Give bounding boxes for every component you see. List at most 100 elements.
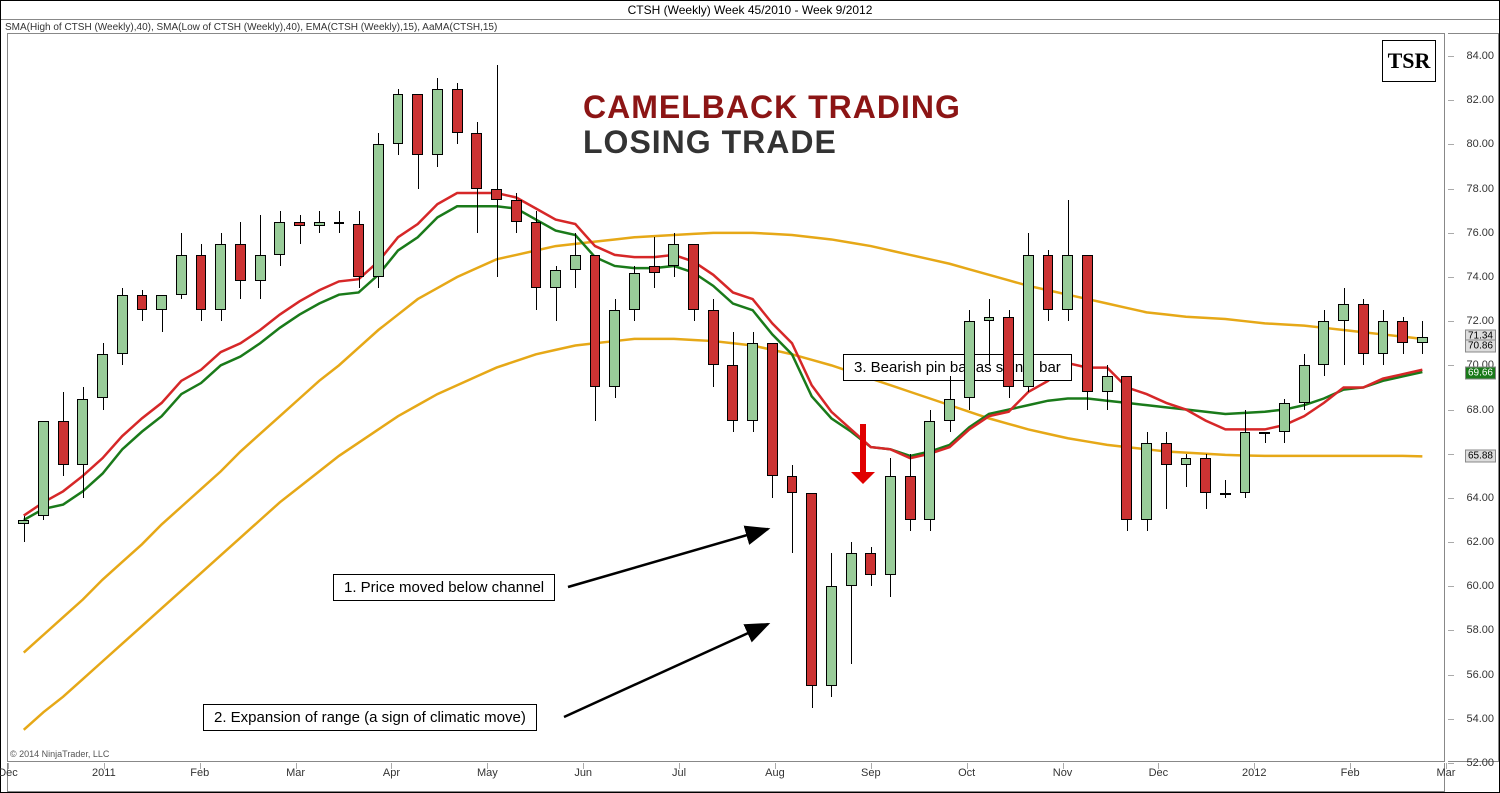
candle-body [924, 421, 935, 520]
candle-body [846, 553, 857, 586]
candle-body [176, 255, 187, 295]
candle-body [1141, 443, 1152, 520]
annotation-box-1: 1. Price moved below channel [333, 574, 555, 601]
candle-body [196, 255, 207, 310]
candle-body [1161, 443, 1172, 465]
candle-body [432, 89, 443, 155]
candle-body [1121, 376, 1132, 520]
annotation-box-3: 3. Bearish pin bar as signal bar [843, 354, 1072, 381]
candle-body [1220, 493, 1231, 495]
candle-body [353, 224, 364, 277]
y-tick-label: 78.00 [1466, 183, 1494, 195]
y-tick-label: 74.00 [1466, 271, 1494, 283]
annotation-arrow-2 [564, 624, 768, 717]
candle-body [649, 266, 660, 273]
candle-body [215, 244, 226, 310]
price-marker: 69.66 [1465, 366, 1496, 379]
y-tick-label: 52.00 [1466, 757, 1494, 769]
tsr-logo: TSR [1382, 40, 1436, 82]
candle-body [1318, 321, 1329, 365]
candle-body [412, 94, 423, 156]
y-tick-label: 56.00 [1466, 669, 1494, 681]
candle-body [255, 255, 266, 282]
candle-body [471, 133, 482, 188]
candle-body [1279, 403, 1290, 432]
y-tick-label: 82.00 [1466, 94, 1494, 106]
annotation-arrow-1 [568, 529, 768, 587]
y-tick-label: 62.00 [1466, 536, 1494, 548]
candle-body [314, 222, 325, 226]
price-marker: 70.86 [1465, 340, 1496, 353]
candle-body [38, 421, 49, 516]
candle-body [77, 399, 88, 465]
candle-body [1043, 255, 1054, 310]
candle-body [1082, 255, 1093, 392]
candle-wick [300, 215, 301, 244]
candle-wick [497, 65, 498, 277]
candle-body [570, 255, 581, 270]
candle-body [708, 310, 719, 365]
y-tick-label: 84.00 [1466, 50, 1494, 62]
candle-body [491, 189, 502, 200]
y-tick-label: 58.00 [1466, 624, 1494, 636]
candle-body [235, 244, 246, 282]
candle-body [18, 520, 29, 524]
ema15-line [24, 193, 1423, 516]
candle-body [334, 222, 345, 224]
y-tick-label: 76.00 [1466, 227, 1494, 239]
candle-body [550, 270, 561, 288]
price-marker: 65.88 [1465, 450, 1496, 463]
candle-body [58, 421, 69, 465]
chart-container: CTSH (Weekly) Week 45/2010 - Week 9/2012… [0, 0, 1500, 793]
candle-body [727, 365, 738, 420]
x-axis: Dec2011FebMarAprMayJunJulAugSepOctNovDec… [7, 763, 1445, 792]
candle-body [1240, 432, 1251, 494]
candle-body [1003, 317, 1014, 388]
candle-body [1023, 255, 1034, 388]
candle-body [1102, 376, 1113, 391]
candle-body [885, 476, 896, 575]
candle-body [294, 222, 305, 226]
candle-wick [654, 237, 655, 288]
candle-body [609, 310, 620, 387]
candle-body [1358, 304, 1369, 355]
candle-body [1062, 255, 1073, 310]
candle-body [97, 354, 108, 398]
candle-wick [989, 299, 990, 365]
y-tick-label: 72.00 [1466, 315, 1494, 327]
candle-body [590, 255, 601, 388]
y-tick-label: 80.00 [1466, 138, 1494, 150]
candle-wick [1344, 288, 1345, 365]
y-tick-label: 68.00 [1466, 404, 1494, 416]
annotation-title-main: CAMELBACK TRADING [583, 89, 961, 126]
sma-low-line [24, 339, 1423, 730]
y-tick-label: 64.00 [1466, 492, 1494, 504]
candle-body [393, 94, 404, 145]
y-tick-label: 54.00 [1466, 713, 1494, 725]
candle-body [137, 295, 148, 310]
chart-title: CTSH (Weekly) Week 45/2010 - Week 9/2012 [1, 1, 1499, 20]
copyright-text: © 2014 NinjaTrader, LLC [10, 749, 109, 759]
candle-body [452, 89, 463, 133]
candle-body [1378, 321, 1389, 354]
candle-body [511, 200, 522, 222]
candle-body [531, 222, 542, 288]
candle-body [1200, 458, 1211, 493]
candle-body [1338, 304, 1349, 322]
candle-body [1397, 321, 1408, 343]
candle-body [984, 317, 995, 321]
candle-body [826, 586, 837, 685]
candle-body [629, 273, 640, 311]
annotation-box-2: 2. Expansion of range (a sign of climati… [203, 704, 537, 731]
candle-body [767, 343, 778, 476]
candle-body [1417, 337, 1428, 344]
candle-body [274, 222, 285, 255]
candle-body [373, 144, 384, 277]
candle-body [865, 553, 876, 575]
y-tick-label: 60.00 [1466, 580, 1494, 592]
candle-body [1259, 432, 1270, 434]
y-axis: 52.0054.0056.0058.0060.0062.0064.0066.00… [1448, 33, 1499, 762]
candle-body [905, 476, 916, 520]
candle-body [668, 244, 679, 266]
candle-body [156, 295, 167, 310]
